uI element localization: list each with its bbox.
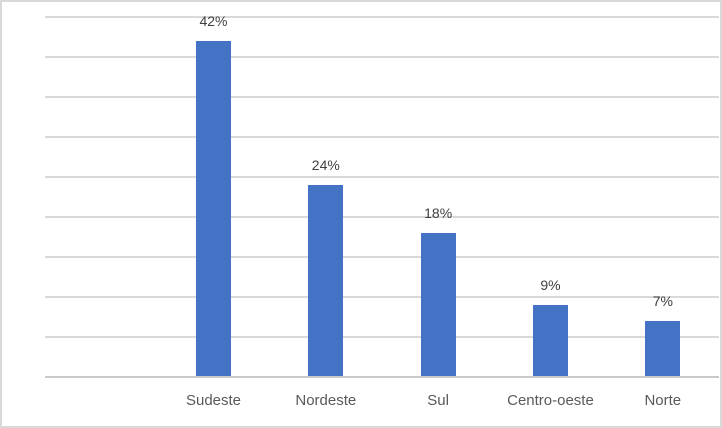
x-axis-line [45,376,719,378]
bar-value-label: 7% [652,293,673,309]
bar [308,185,344,377]
category-slot: 18% Sul [382,17,494,409]
category-label: Nordeste [295,392,357,409]
category-slot: 9% Centro-oeste [494,17,606,409]
category-slot: 24% Nordeste [270,17,382,409]
bar-value-label: 18% [424,205,453,221]
category-label: Centro-oeste [507,392,594,409]
gridline [45,256,719,258]
category-label: Sudeste [185,392,242,409]
category-slot: 42% Sudeste [157,13,269,409]
bar-value-label: 9% [540,277,561,293]
category-label: Sul [427,392,449,409]
bar [195,41,231,377]
bar-slots: 42% Sudeste 24% Nordeste 18% Sul 9% Centro-oest… [45,13,719,409]
plot-area: 42% Sudeste 24% Nordeste 18% Sul 9% Centro-oest… [45,13,719,409]
bar [645,321,681,377]
gridline [45,56,719,58]
bar [532,305,568,377]
gridline [45,296,719,298]
gridline [45,136,719,138]
bar [420,233,456,377]
bar-value-label: 42% [199,13,228,29]
empty-category-slot [45,17,157,377]
gridline [45,216,719,218]
category-slot: 7% Norte [607,17,719,409]
gridline [45,176,719,178]
gridline [45,16,719,18]
gridline [45,96,719,98]
bar-value-label: 24% [311,157,340,173]
gridline [45,336,719,338]
category-label: Norte [644,392,682,409]
